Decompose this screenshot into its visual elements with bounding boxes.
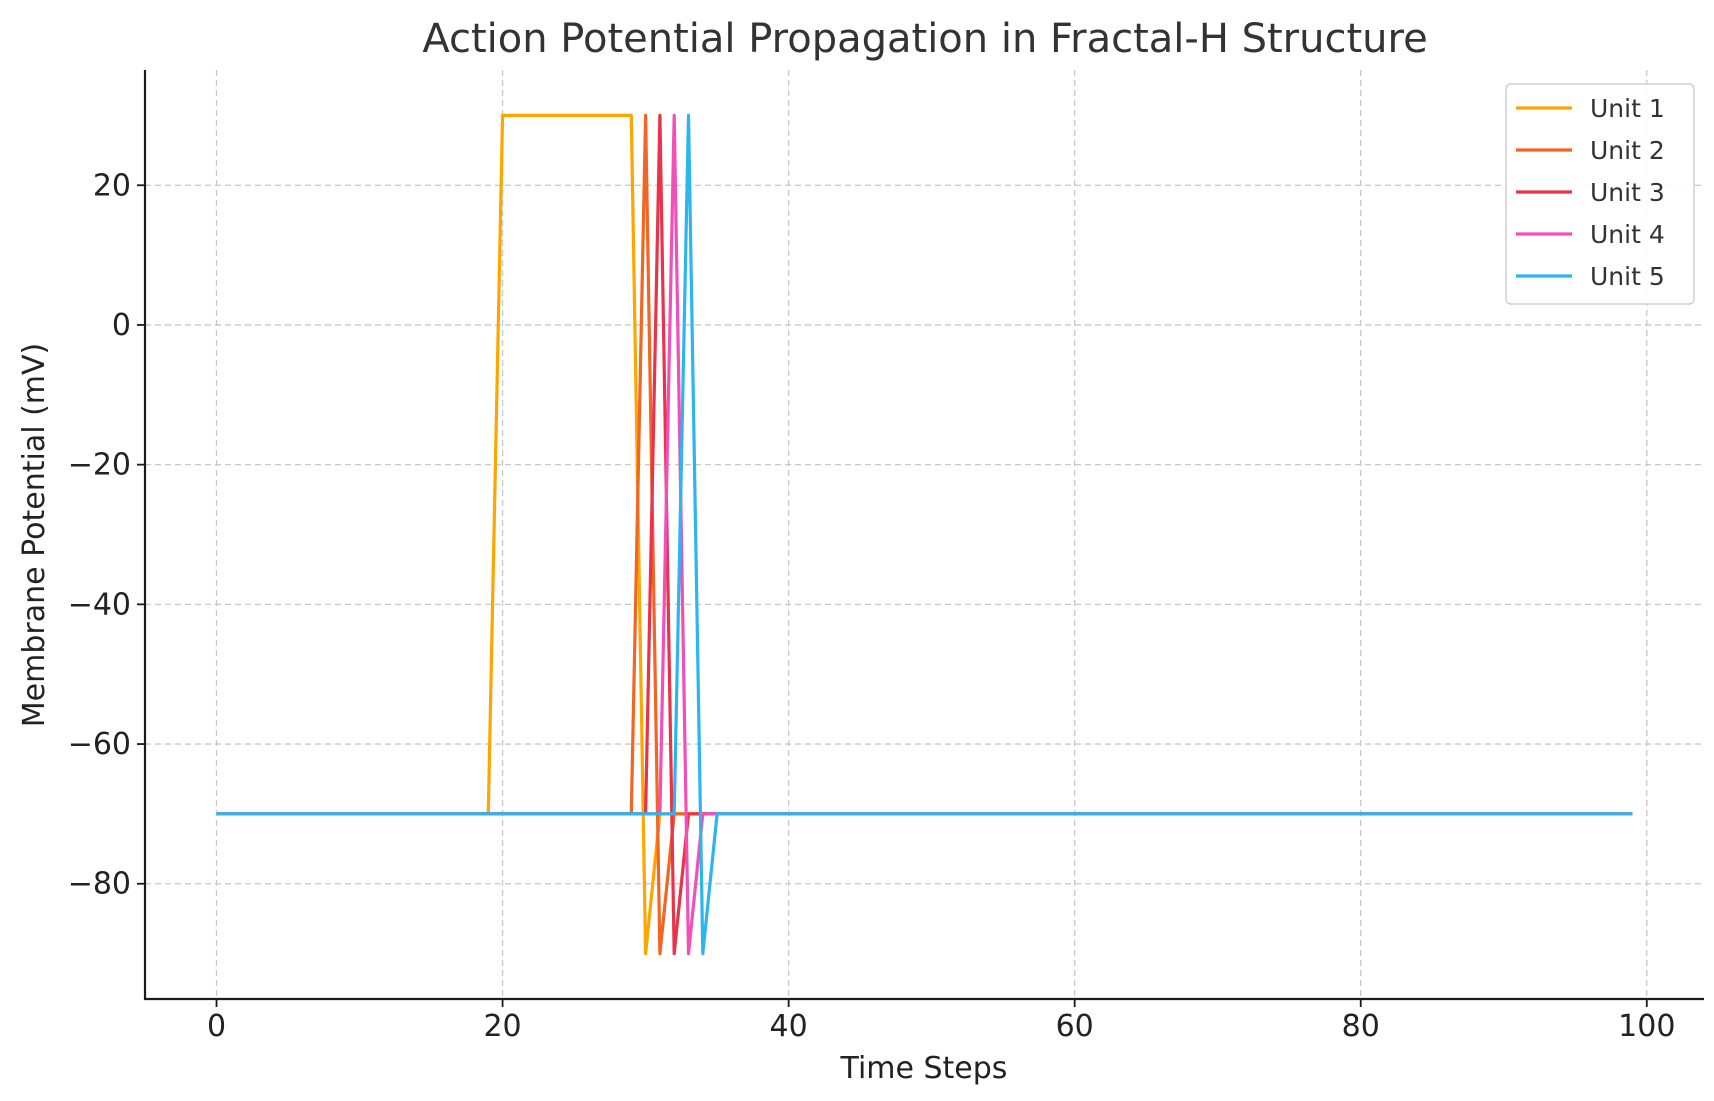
series-lines bbox=[216, 113, 1633, 956]
legend-label-unit-2: Unit 2 bbox=[1590, 136, 1665, 165]
series-line-unit-2 bbox=[216, 113, 1633, 956]
x-tick-label: 60 bbox=[1056, 1009, 1094, 1044]
x-ticks: 0 20 40 60 80 100 bbox=[207, 999, 1675, 1044]
y-tick-label: −80 bbox=[68, 867, 131, 902]
series-line-unit-4 bbox=[216, 113, 1633, 956]
y-tick-label: −20 bbox=[68, 448, 131, 483]
x-axis-label: Time Steps bbox=[840, 1051, 1008, 1086]
legend: Unit 1 Unit 2 Unit 3 Unit 4 Unit 5 bbox=[1505, 83, 1695, 305]
x-tick-label: 0 bbox=[207, 1009, 226, 1044]
y-tick-label: 20 bbox=[93, 168, 131, 203]
series-line-unit-3 bbox=[216, 113, 1633, 956]
legend-label-unit-3: Unit 3 bbox=[1590, 178, 1665, 207]
legend-label-unit-1: Unit 1 bbox=[1590, 94, 1665, 123]
y-tick-label: 0 bbox=[112, 308, 131, 343]
series-line-unit-5 bbox=[216, 113, 1633, 956]
x-tick-label: 80 bbox=[1342, 1009, 1380, 1044]
x-tick-label: 40 bbox=[770, 1009, 808, 1044]
grid bbox=[145, 70, 1704, 999]
y-tick-label: −40 bbox=[68, 587, 131, 622]
y-axis-label: Membrane Potential (mV) bbox=[17, 343, 52, 727]
chart-title: Action Potential Propagation in Fractal-… bbox=[422, 16, 1427, 62]
y-tick-label: −60 bbox=[68, 727, 131, 762]
y-ticks: 20 0 −20 −40 −60 −80 bbox=[68, 168, 145, 902]
legend-label-unit-4: Unit 4 bbox=[1590, 220, 1665, 249]
x-tick-label: 100 bbox=[1618, 1009, 1675, 1044]
axes bbox=[143, 70, 1704, 1001]
legend-box bbox=[1505, 83, 1695, 305]
series-line-unit-1 bbox=[216, 113, 1633, 956]
x-tick-label: 20 bbox=[483, 1009, 521, 1044]
legend-label-unit-5: Unit 5 bbox=[1590, 262, 1665, 291]
